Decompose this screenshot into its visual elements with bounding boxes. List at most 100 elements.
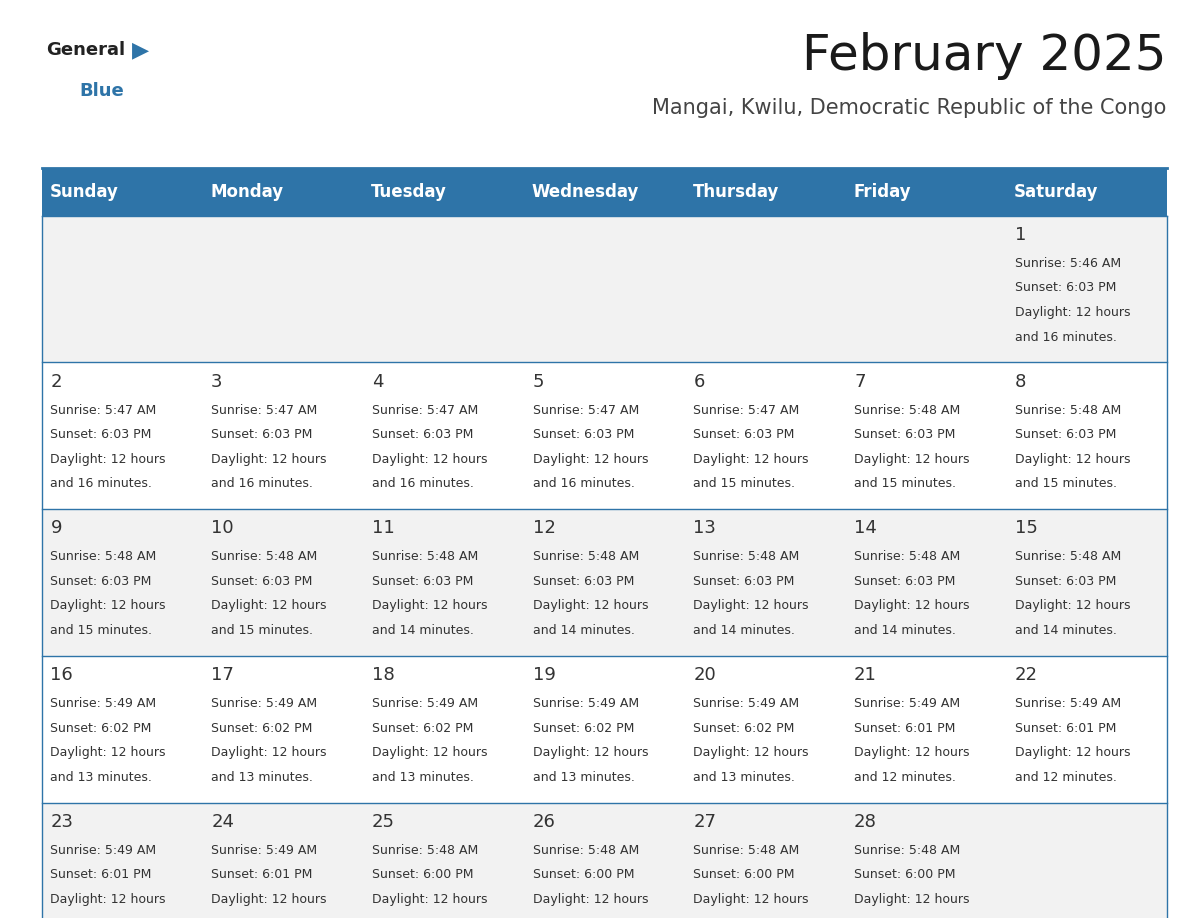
Text: Daylight: 12 hours: Daylight: 12 hours bbox=[532, 893, 649, 906]
Text: Monday: Monday bbox=[210, 183, 284, 201]
Text: and 13 minutes.: and 13 minutes. bbox=[211, 771, 312, 784]
Text: and 14 minutes.: and 14 minutes. bbox=[1015, 624, 1117, 637]
Text: 17: 17 bbox=[211, 666, 234, 684]
Text: Sunset: 6:02 PM: Sunset: 6:02 PM bbox=[372, 722, 473, 734]
Text: Daylight: 12 hours: Daylight: 12 hours bbox=[211, 599, 327, 612]
Text: and 16 minutes.: and 16 minutes. bbox=[50, 477, 152, 490]
Text: Daylight: 12 hours: Daylight: 12 hours bbox=[372, 893, 487, 906]
Text: Daylight: 12 hours: Daylight: 12 hours bbox=[1015, 306, 1130, 319]
Text: 10: 10 bbox=[211, 520, 234, 537]
Text: Sunset: 6:02 PM: Sunset: 6:02 PM bbox=[211, 722, 312, 734]
Bar bbox=[42, 216, 1167, 363]
Text: 13: 13 bbox=[694, 520, 716, 537]
Text: Sunrise: 5:48 AM: Sunrise: 5:48 AM bbox=[854, 550, 960, 564]
Text: Sunset: 6:03 PM: Sunset: 6:03 PM bbox=[50, 575, 152, 588]
Text: Sunset: 6:03 PM: Sunset: 6:03 PM bbox=[372, 428, 473, 442]
Text: Sunrise: 5:48 AM: Sunrise: 5:48 AM bbox=[372, 550, 478, 564]
Text: 28: 28 bbox=[854, 812, 877, 831]
Text: Sunrise: 5:47 AM: Sunrise: 5:47 AM bbox=[50, 404, 157, 417]
Text: Daylight: 12 hours: Daylight: 12 hours bbox=[372, 599, 487, 612]
Text: and 13 minutes.: and 13 minutes. bbox=[532, 771, 634, 784]
Text: Sunrise: 5:48 AM: Sunrise: 5:48 AM bbox=[50, 550, 157, 564]
Text: Daylight: 12 hours: Daylight: 12 hours bbox=[694, 746, 809, 759]
Text: Sunrise: 5:48 AM: Sunrise: 5:48 AM bbox=[854, 844, 960, 856]
Text: and 15 minutes.: and 15 minutes. bbox=[50, 624, 152, 637]
Text: Sunrise: 5:48 AM: Sunrise: 5:48 AM bbox=[372, 844, 478, 856]
Text: Sunset: 6:00 PM: Sunset: 6:00 PM bbox=[854, 868, 955, 881]
Text: and 16 minutes.: and 16 minutes. bbox=[372, 477, 474, 490]
Text: Daylight: 12 hours: Daylight: 12 hours bbox=[211, 893, 327, 906]
Text: Sunset: 6:00 PM: Sunset: 6:00 PM bbox=[532, 868, 634, 881]
Text: and 16 minutes.: and 16 minutes. bbox=[211, 477, 312, 490]
Text: Sunset: 6:03 PM: Sunset: 6:03 PM bbox=[372, 575, 473, 588]
Text: 4: 4 bbox=[372, 373, 384, 391]
Text: Daylight: 12 hours: Daylight: 12 hours bbox=[854, 453, 969, 465]
Text: Thursday: Thursday bbox=[693, 183, 779, 201]
Text: Sunrise: 5:47 AM: Sunrise: 5:47 AM bbox=[532, 404, 639, 417]
Text: and 15 minutes.: and 15 minutes. bbox=[1015, 477, 1117, 490]
Text: Sunrise: 5:49 AM: Sunrise: 5:49 AM bbox=[211, 697, 317, 710]
Text: Daylight: 12 hours: Daylight: 12 hours bbox=[694, 599, 809, 612]
Text: and 14 minutes.: and 14 minutes. bbox=[532, 624, 634, 637]
Text: February 2025: February 2025 bbox=[802, 32, 1167, 80]
Text: 12: 12 bbox=[532, 520, 556, 537]
Text: 23: 23 bbox=[50, 812, 74, 831]
Text: Sunrise: 5:49 AM: Sunrise: 5:49 AM bbox=[50, 697, 157, 710]
Text: 21: 21 bbox=[854, 666, 877, 684]
Text: Sunrise: 5:49 AM: Sunrise: 5:49 AM bbox=[854, 697, 960, 710]
Text: Sunset: 6:03 PM: Sunset: 6:03 PM bbox=[1015, 282, 1116, 295]
Text: 7: 7 bbox=[854, 373, 866, 391]
Text: 14: 14 bbox=[854, 520, 877, 537]
Text: Sunrise: 5:49 AM: Sunrise: 5:49 AM bbox=[50, 844, 157, 856]
Bar bbox=[42, 168, 1167, 216]
Text: Daylight: 12 hours: Daylight: 12 hours bbox=[532, 599, 649, 612]
Text: Sunset: 6:03 PM: Sunset: 6:03 PM bbox=[854, 428, 955, 442]
Text: 26: 26 bbox=[532, 812, 556, 831]
Text: Sunrise: 5:48 AM: Sunrise: 5:48 AM bbox=[1015, 404, 1121, 417]
Text: Sunset: 6:03 PM: Sunset: 6:03 PM bbox=[854, 575, 955, 588]
Text: Wednesday: Wednesday bbox=[532, 183, 639, 201]
Text: Sunrise: 5:48 AM: Sunrise: 5:48 AM bbox=[694, 550, 800, 564]
Text: 8: 8 bbox=[1015, 373, 1026, 391]
Text: Sunrise: 5:47 AM: Sunrise: 5:47 AM bbox=[372, 404, 478, 417]
Text: Daylight: 12 hours: Daylight: 12 hours bbox=[211, 453, 327, 465]
Text: Sunrise: 5:48 AM: Sunrise: 5:48 AM bbox=[211, 550, 317, 564]
Bar bbox=[42, 509, 1167, 655]
Text: and 14 minutes.: and 14 minutes. bbox=[372, 624, 474, 637]
Text: and 13 minutes.: and 13 minutes. bbox=[694, 771, 795, 784]
Text: 25: 25 bbox=[372, 812, 394, 831]
Text: Sunrise: 5:49 AM: Sunrise: 5:49 AM bbox=[372, 697, 478, 710]
Text: Sunset: 6:03 PM: Sunset: 6:03 PM bbox=[50, 428, 152, 442]
Text: and 16 minutes.: and 16 minutes. bbox=[1015, 330, 1117, 343]
Text: Sunset: 6:03 PM: Sunset: 6:03 PM bbox=[1015, 428, 1116, 442]
Text: Daylight: 12 hours: Daylight: 12 hours bbox=[50, 453, 166, 465]
Text: and 16 minutes.: and 16 minutes. bbox=[532, 477, 634, 490]
Text: Daylight: 12 hours: Daylight: 12 hours bbox=[372, 453, 487, 465]
Text: Sunset: 6:02 PM: Sunset: 6:02 PM bbox=[532, 722, 634, 734]
Text: Daylight: 12 hours: Daylight: 12 hours bbox=[694, 893, 809, 906]
Text: 20: 20 bbox=[694, 666, 716, 684]
Text: 15: 15 bbox=[1015, 520, 1037, 537]
Text: Daylight: 12 hours: Daylight: 12 hours bbox=[854, 893, 969, 906]
Bar bbox=[42, 802, 1167, 918]
Text: Sunset: 6:02 PM: Sunset: 6:02 PM bbox=[50, 722, 152, 734]
Text: 3: 3 bbox=[211, 373, 222, 391]
Text: Sunrise: 5:47 AM: Sunrise: 5:47 AM bbox=[211, 404, 317, 417]
Text: Sunrise: 5:49 AM: Sunrise: 5:49 AM bbox=[1015, 697, 1120, 710]
Text: and 14 minutes.: and 14 minutes. bbox=[854, 624, 956, 637]
Text: Tuesday: Tuesday bbox=[371, 183, 447, 201]
Text: ▶: ▶ bbox=[132, 40, 148, 61]
Text: Sunset: 6:03 PM: Sunset: 6:03 PM bbox=[694, 428, 795, 442]
Text: Mangai, Kwilu, Democratic Republic of the Congo: Mangai, Kwilu, Democratic Republic of th… bbox=[652, 98, 1167, 118]
Text: and 13 minutes.: and 13 minutes. bbox=[372, 771, 474, 784]
Text: and 15 minutes.: and 15 minutes. bbox=[211, 624, 314, 637]
Text: and 15 minutes.: and 15 minutes. bbox=[854, 477, 956, 490]
Text: Sunset: 6:03 PM: Sunset: 6:03 PM bbox=[532, 428, 634, 442]
Text: General: General bbox=[46, 41, 126, 60]
Text: 18: 18 bbox=[372, 666, 394, 684]
Text: 16: 16 bbox=[50, 666, 74, 684]
Text: Sunset: 6:01 PM: Sunset: 6:01 PM bbox=[211, 868, 312, 881]
Text: Sunrise: 5:48 AM: Sunrise: 5:48 AM bbox=[1015, 550, 1121, 564]
Bar bbox=[42, 655, 1167, 802]
Text: Daylight: 12 hours: Daylight: 12 hours bbox=[50, 893, 166, 906]
